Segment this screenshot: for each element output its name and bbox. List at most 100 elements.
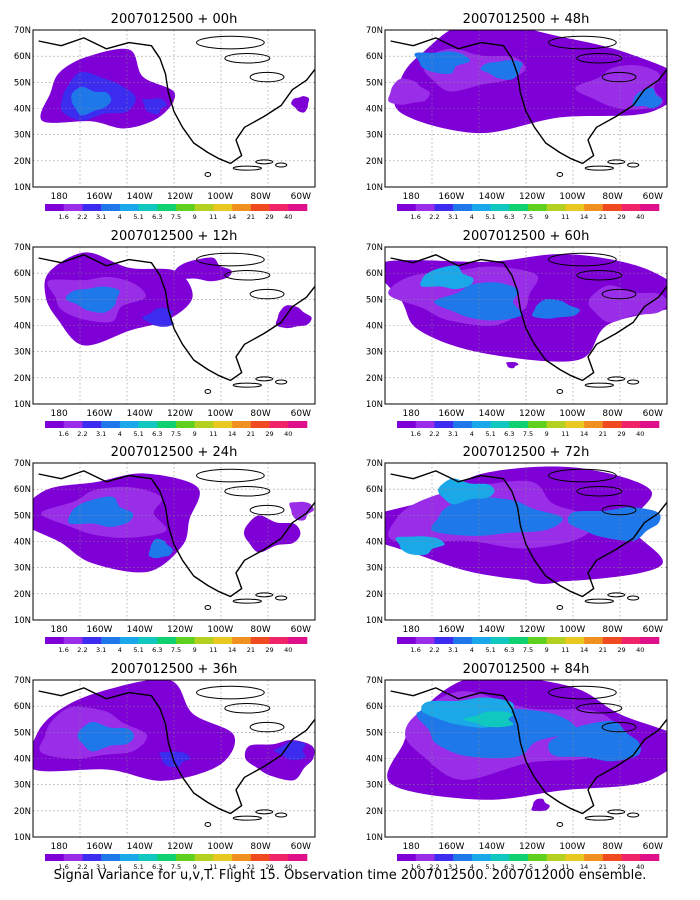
map-grid	[385, 247, 667, 404]
variance-contour	[142, 98, 167, 115]
colorbar-swatch	[415, 637, 435, 644]
colorbar-label: 21	[247, 430, 255, 438]
lat-tick-label: 50N	[366, 295, 383, 305]
variance-contour	[243, 515, 301, 553]
lon-tick-label: 60W	[643, 192, 663, 202]
colorbar-swatch	[101, 854, 121, 861]
colorbar-label: 1.6	[59, 863, 69, 871]
colorbar-label: 6.3	[152, 430, 162, 438]
colorbar-swatch	[602, 854, 622, 861]
lon-tick-label: 160W	[86, 409, 112, 419]
lat-tick-label: 10N	[14, 183, 31, 193]
colorbar-swatch	[119, 421, 139, 428]
variance-contour	[275, 305, 312, 329]
colorbar-swatch	[250, 637, 270, 644]
variance-field	[385, 466, 663, 584]
colorbar-label: 3.1	[448, 213, 458, 221]
colorbar-swatch	[528, 637, 548, 644]
colorbar-swatch	[288, 421, 308, 428]
colorbar-swatch	[101, 637, 121, 644]
coastline	[38, 685, 315, 827]
colorbar-label: 1.6	[59, 430, 69, 438]
map-panel: 2007012500 + 36h 70N 60N 50N 40N 30N 20N 10N 180…	[14, 662, 316, 871]
colorbar-label: 14	[580, 646, 588, 654]
colorbar-swatch	[119, 204, 139, 211]
colorbar-label: 1.6	[411, 646, 421, 654]
lon-tick-label: 80W	[602, 409, 622, 419]
lon-tick-label: 140W	[127, 625, 153, 635]
colorbar-swatch	[82, 421, 102, 428]
variance-contour	[506, 361, 519, 369]
lat-tick-label: 10N	[366, 183, 383, 193]
colorbar: 1.6 2.2 3.1 4 5.1 6.3 7.5 9 11 14 21 29 40	[397, 854, 660, 871]
colorbar-label: 2.2	[429, 213, 439, 221]
colorbar-swatch	[509, 854, 529, 861]
lat-tick-label: 70N	[14, 676, 31, 686]
colorbar-swatch	[565, 854, 585, 861]
colorbar-swatch	[101, 421, 121, 428]
colorbar: 1.6 2.2 3.1 4 5.1 6.3 7.5 9 11 14 21 29 40	[45, 854, 308, 871]
lat-tick-label: 20N	[14, 157, 31, 167]
lon-tick-label: 120W	[519, 409, 545, 419]
colorbar-label: 9	[193, 646, 197, 654]
lon-tick-label: 160W	[438, 192, 464, 202]
variance-contour	[68, 496, 134, 528]
colorbar-swatch	[157, 854, 177, 861]
colorbar-label: 21	[247, 646, 255, 654]
colorbar-label: 4	[118, 430, 122, 438]
colorbar-swatch	[63, 854, 83, 861]
lon-tick-label: 120W	[519, 192, 545, 202]
colorbar-swatch	[269, 854, 289, 861]
colorbar-label: 3.1	[96, 430, 106, 438]
colorbar-label: 3.1	[448, 863, 458, 871]
colorbar-swatch	[546, 854, 566, 861]
lat-tick-label: 40N	[366, 538, 383, 548]
variance-contour	[142, 307, 174, 327]
coastline	[390, 35, 667, 177]
colorbar-label: 6.3	[152, 863, 162, 871]
colorbar-swatch	[194, 854, 214, 861]
lat-tick-label: 50N	[14, 511, 31, 521]
lon-tick-label: 180	[403, 192, 420, 202]
lon-tick-label: 160W	[438, 409, 464, 419]
lon-tick-label: 60W	[291, 842, 311, 852]
colorbar-label: 14	[228, 213, 236, 221]
colorbar-label: 7.5	[523, 430, 533, 438]
colorbar: 1.6 2.2 3.1 4 5.1 6.3 7.5 9 11 14 21 29 40	[45, 637, 308, 654]
colorbar-label: 3.1	[448, 646, 458, 654]
lat-tick-label: 70N	[366, 26, 383, 36]
lon-tick-label: 120W	[167, 625, 193, 635]
colorbar-swatch	[269, 421, 289, 428]
colorbar-label: 4	[470, 430, 474, 438]
map-frame	[384, 29, 668, 188]
lon-tick-label: 180	[51, 625, 68, 635]
colorbar-label: 2.2	[77, 646, 87, 654]
lon-tick-label: 80W	[250, 409, 270, 419]
lat-tick-label: 60N	[366, 52, 383, 62]
lon-tick-label: 100W	[559, 842, 585, 852]
variance-contour	[531, 299, 580, 319]
lon-tick-label: 60W	[643, 625, 663, 635]
variance-field	[33, 680, 315, 781]
map-frame	[32, 246, 316, 405]
colorbar-swatch	[490, 637, 510, 644]
lon-tick-label: 60W	[643, 409, 663, 419]
colorbar-label: 4	[470, 863, 474, 871]
map-frame	[384, 462, 668, 621]
colorbar-label: 40	[636, 646, 644, 654]
lon-tick-label: 60W	[643, 842, 663, 852]
colorbar-swatch	[528, 421, 548, 428]
lat-tick-label: 50N	[14, 78, 31, 88]
lon-tick-label: 100W	[207, 409, 233, 419]
colorbar-label: 5.1	[485, 646, 495, 654]
colorbar-label: 7.5	[171, 863, 181, 871]
lon-tick-label: 140W	[479, 409, 505, 419]
colorbar-label: 29	[265, 213, 273, 221]
panel-title: 2007012500 + 48h	[463, 12, 590, 27]
map-grid	[33, 463, 315, 620]
colorbar-label: 14	[228, 863, 236, 871]
colorbar-swatch	[471, 854, 491, 861]
lon-tick-label: 120W	[167, 409, 193, 419]
variance-contour	[548, 720, 641, 762]
variance-contour	[65, 286, 120, 313]
